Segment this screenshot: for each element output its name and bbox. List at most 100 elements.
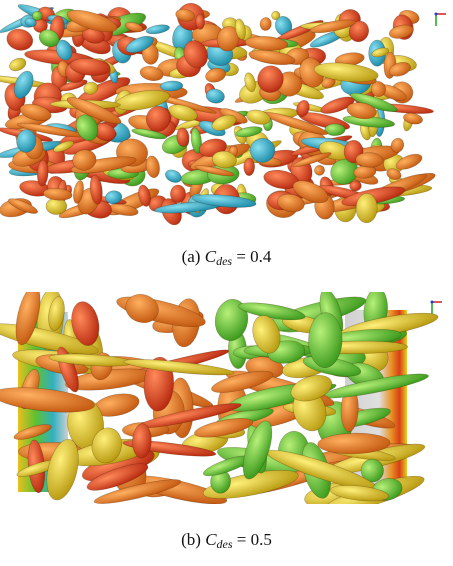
- vortex-blob: [105, 190, 123, 205]
- vortex-blob: [15, 292, 41, 346]
- vortex-structures-b: [0, 292, 439, 504]
- vortex-blob: [388, 62, 411, 77]
- vortex-blob: [195, 13, 205, 30]
- vortex-blob: [370, 81, 386, 98]
- vortex-blob: [292, 152, 332, 167]
- vortex-blob: [320, 96, 355, 114]
- vortex-blob: [91, 427, 122, 464]
- vortex-blob: [75, 114, 99, 141]
- vortex-blob: [86, 463, 149, 491]
- caption-a-symbol: C: [204, 247, 217, 266]
- vortex-blob: [38, 29, 60, 48]
- vortex-blob: [395, 153, 423, 170]
- vortex-blob: [308, 312, 343, 368]
- vortex-blob: [71, 301, 100, 346]
- vortex-blob: [330, 158, 359, 185]
- caption-a-value: 0.4: [250, 247, 272, 266]
- vortex-blob: [32, 10, 43, 21]
- vortex-blob: [176, 127, 190, 147]
- vortex-blob: [53, 140, 75, 153]
- caption-b-relation: =: [232, 530, 251, 549]
- vortex-blob: [205, 67, 226, 83]
- vortex-blob: [390, 137, 405, 153]
- vortex-blob: [248, 49, 296, 65]
- vortex-blob: [321, 76, 336, 89]
- vortex-blob: [235, 126, 263, 138]
- vortex-blob: [252, 315, 281, 354]
- vortex-blob: [348, 20, 369, 43]
- vortex-blob: [45, 197, 68, 215]
- vortex-blob: [403, 112, 423, 125]
- vortex-blob: [145, 24, 170, 35]
- vortex-blob: [249, 137, 276, 163]
- vortex-blob: [211, 150, 237, 169]
- vortex-blob: [205, 88, 225, 104]
- vortex-blob: [125, 293, 159, 324]
- vortex-blob: [271, 10, 281, 21]
- vortex-blob: [145, 105, 171, 132]
- vortex-blob: [138, 184, 151, 207]
- vortex-blob: [24, 17, 37, 27]
- vortex-blob: [214, 298, 249, 342]
- caption-b-subscript: des: [216, 537, 233, 551]
- vortex-blob: [324, 123, 346, 136]
- vortex-blob: [313, 62, 379, 83]
- vortex-blob: [66, 97, 122, 125]
- vortex-blob: [123, 359, 235, 376]
- vortex-blob: [48, 296, 65, 332]
- panel-a: [0, 0, 453, 225]
- vortex-blob: [360, 458, 384, 483]
- vortex-blob: [355, 193, 378, 224]
- vortex-blob: [72, 149, 97, 171]
- vortex-blob: [355, 152, 384, 168]
- vortex-blob: [165, 169, 182, 183]
- vortex-blob: [192, 194, 257, 208]
- vortex-blob: [194, 418, 254, 438]
- vortex-blob: [259, 17, 272, 31]
- panel-b-isosurface-render: [0, 292, 442, 504]
- vortex-blob: [349, 180, 362, 192]
- vortex-blob: [93, 479, 182, 504]
- vortex-blob: [309, 19, 356, 34]
- vortex-blob: [290, 375, 333, 402]
- vortex-blob: [276, 193, 305, 213]
- vortex-blob: [243, 157, 255, 176]
- vortex-structures-a: [0, 2, 436, 225]
- vortex-blob: [46, 438, 79, 501]
- vortex-blob: [183, 40, 208, 69]
- vortex-blob: [211, 114, 237, 131]
- vortex-blob: [145, 155, 160, 179]
- vortex-blob: [314, 164, 325, 176]
- panel-a-isosurface-render: [0, 2, 446, 225]
- vortex-blob: [139, 65, 164, 82]
- caption-a: (a) Cdes = 0.4: [0, 247, 453, 269]
- vortex-blob: [211, 370, 274, 393]
- vortex-blob: [83, 81, 99, 95]
- vortex-blob: [124, 21, 144, 33]
- panel-b: [0, 292, 453, 504]
- vortex-blob: [371, 47, 390, 58]
- vortex-blob: [175, 8, 195, 22]
- vortex-blob: [131, 128, 167, 140]
- caption-a-relation: =: [232, 247, 251, 266]
- vortex-blob: [190, 127, 202, 154]
- caption-b-value: 0.5: [250, 530, 272, 549]
- vortex-blob: [9, 57, 27, 72]
- vortex-blob: [66, 9, 118, 33]
- caption-a-subscript: des: [216, 254, 233, 268]
- vortex-blob: [8, 198, 38, 214]
- vortex-blob: [125, 35, 154, 54]
- caption-b-label: (b): [181, 530, 206, 549]
- vortex-blob: [159, 80, 184, 92]
- vortex-blob: [13, 70, 34, 99]
- vortex-blob: [317, 432, 391, 455]
- vortex-blob: [234, 18, 246, 40]
- vortex-blob: [132, 423, 152, 459]
- vortex-blob: [36, 159, 49, 187]
- vortex-blob: [0, 387, 95, 413]
- vortex-blob: [244, 36, 289, 51]
- vortex-blob: [6, 28, 34, 51]
- caption-b-symbol: C: [205, 530, 217, 549]
- vortex-blob: [244, 72, 256, 93]
- vortex-blob: [292, 180, 329, 204]
